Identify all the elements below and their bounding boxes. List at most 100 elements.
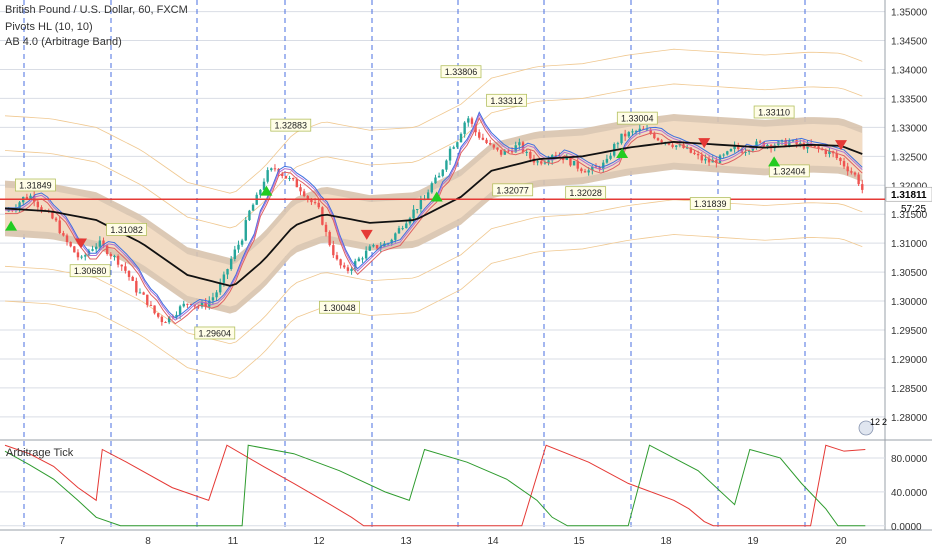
candle-body <box>722 154 725 156</box>
candle-body <box>394 233 397 240</box>
candle-body <box>569 157 572 166</box>
candle-body <box>416 208 419 210</box>
candle-body <box>696 154 700 156</box>
pivot-label: 1.32077 <box>496 185 529 195</box>
signal-arrows <box>5 138 847 249</box>
pivot-label-box <box>486 93 528 107</box>
candle-body <box>244 220 247 241</box>
pivot-label-box <box>106 223 147 236</box>
candle-body <box>262 181 266 190</box>
candle-body <box>853 172 857 175</box>
candle-body <box>587 170 590 173</box>
candle-body <box>459 133 463 143</box>
candle-body <box>270 168 273 171</box>
pivot-label-box <box>440 65 482 79</box>
pivot-label: 1.33806 <box>445 67 478 77</box>
indicator-band-label[interactable]: AB 4.0 (Arbitrage Band) <box>5 36 122 48</box>
envelope-line <box>4 83 863 229</box>
candle-body <box>594 166 598 168</box>
time-tick-label: 20 <box>835 536 847 547</box>
osc-tick-label: 40.0000 <box>891 488 928 499</box>
candle-body <box>467 118 470 123</box>
osc-red-line <box>4 444 866 527</box>
pivot-label: 1.33004 <box>621 114 654 124</box>
band-inner <box>5 121 863 307</box>
candle-body <box>631 131 634 133</box>
osc-green-line <box>4 444 866 527</box>
candle-body <box>419 199 423 209</box>
candle-body <box>671 144 674 147</box>
candle-body <box>861 184 864 190</box>
candle-body <box>240 240 244 245</box>
up-arrow <box>430 191 443 202</box>
candle-body <box>499 149 503 155</box>
candle-body <box>171 316 175 318</box>
price-tick-label: 1.32500 <box>891 152 928 163</box>
candle-body <box>620 133 623 144</box>
pivot-label: 1.29604 <box>198 328 231 338</box>
candle-body <box>306 196 309 200</box>
countdown-value: 57:25 <box>901 204 926 215</box>
candle-body <box>98 240 102 247</box>
time-axis[interactable]: 7 8 11 12 13 14 15 18 19 20 <box>59 536 847 547</box>
candle-body <box>120 264 123 267</box>
candle-body <box>627 132 631 137</box>
candle-body <box>645 129 649 131</box>
down-arrow <box>360 229 373 240</box>
candle-body <box>146 294 149 305</box>
candle-body <box>343 265 346 268</box>
candle-body <box>350 268 353 271</box>
candle-body <box>634 131 638 133</box>
candle-body <box>273 168 277 170</box>
pivot-label: 1.31849 <box>19 181 52 191</box>
up-arrow <box>616 148 629 159</box>
candle-body <box>448 148 452 161</box>
arbitrage-band <box>4 48 863 379</box>
osc-tick-label: 80.0000 <box>891 454 928 465</box>
candle-body <box>656 138 660 141</box>
candle-body <box>602 162 605 170</box>
oscillator-title[interactable]: Arbitrage Tick <box>6 447 74 459</box>
candle-body <box>405 223 408 229</box>
candle-body <box>707 158 711 163</box>
candle-body <box>109 253 112 257</box>
price-tick-label: 1.34000 <box>891 65 928 76</box>
price-tick-label: 1.29500 <box>891 326 928 337</box>
candle-body <box>182 303 185 307</box>
candle-body <box>54 218 58 221</box>
candle-body <box>113 255 116 257</box>
price-tick-label: 1.34500 <box>891 37 928 48</box>
candle-body <box>521 142 525 153</box>
pivot-label-box <box>194 326 236 340</box>
candle-body <box>302 191 306 197</box>
pivot-label-box <box>768 164 810 178</box>
candle-body <box>124 266 127 271</box>
candle-body <box>84 255 87 257</box>
candle-body <box>496 147 499 150</box>
candle-body <box>299 187 302 192</box>
price-tick-label: 1.28000 <box>891 413 928 424</box>
candle-body <box>456 142 459 148</box>
pivot-label-box <box>689 197 731 210</box>
candle-body <box>310 199 313 203</box>
candle-body <box>346 267 350 271</box>
candle-body <box>547 160 550 163</box>
osc-top-value-2: 2 <box>882 417 887 427</box>
band-mid-line <box>4 140 863 287</box>
osc-tick-label: 0.0000 <box>891 522 922 533</box>
candle-body <box>375 245 379 249</box>
moving-average-line <box>5 113 863 321</box>
price-axis[interactable]: 1.35000 1.34500 1.34000 1.33500 1.33000 1.325… <box>885 8 932 424</box>
candle-body <box>850 171 853 173</box>
candle-body <box>572 160 576 166</box>
indicator-pivots-label[interactable]: Pivots HL (10, 10) <box>5 21 93 33</box>
candle-body <box>463 122 466 134</box>
candle-body <box>157 313 160 317</box>
candle-body <box>87 250 91 256</box>
candle-body <box>284 175 288 179</box>
candle-body <box>324 224 328 232</box>
candle-body <box>518 142 521 146</box>
candle-body <box>149 304 153 306</box>
symbol-title[interactable]: British Pound / U.S. Dollar, 60, FXCM <box>5 4 188 16</box>
